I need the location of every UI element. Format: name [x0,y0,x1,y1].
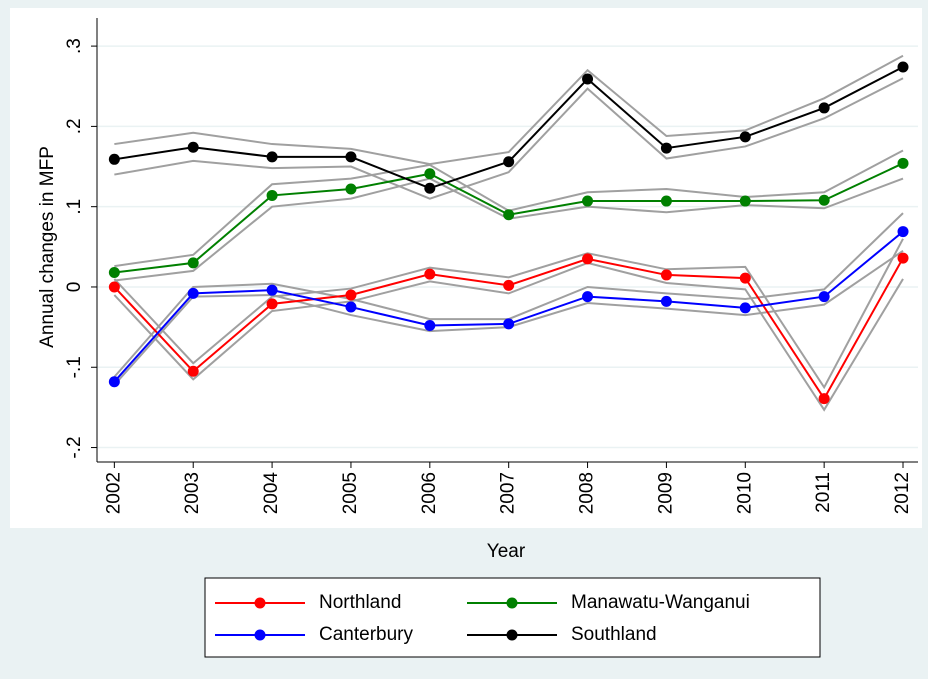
marker [503,318,515,330]
x-tick-label: 2004 [261,472,282,515]
y-tick-label: -.1 [64,356,85,378]
y-tick-label: -.2 [64,436,85,458]
band-upper [113,238,904,390]
marker [660,195,672,207]
marker [582,73,594,85]
marker [739,302,751,314]
marker [424,168,436,180]
marker [503,279,515,291]
x-tick-label: 2002 [103,472,124,514]
marker [345,183,357,195]
marker [345,289,357,301]
y-tick-label: .3 [64,38,85,54]
legend-box [204,577,821,658]
marker [818,102,830,114]
marker [187,257,199,269]
marker [108,376,120,388]
marker [897,252,909,264]
marker [108,267,120,279]
marker [345,151,357,163]
x-tick-label: 2005 [340,472,361,514]
legend-marker [506,629,518,641]
band-upper [114,54,904,166]
marker [739,131,751,143]
marker [187,287,199,299]
x-tick-label: 2010 [734,472,755,514]
x-tick-label: 2008 [577,472,598,514]
marker [424,182,436,194]
marker [660,142,672,154]
marker [660,295,672,307]
marker [503,209,515,221]
band-lower [114,77,904,200]
x-tick-label: 2007 [498,472,519,514]
marker [897,226,909,238]
marker [108,281,120,293]
marker [660,269,672,281]
legend-marker [506,597,518,609]
marker [187,141,199,153]
x-axis-title: Year [487,541,526,562]
marker [897,61,909,73]
marker [345,301,357,313]
marker [266,151,278,163]
marker [582,291,594,303]
marker [739,195,751,207]
marker [739,272,751,284]
marker [818,291,830,303]
legend-label: Manawatu-Wanganui [571,592,750,613]
marker [897,157,909,169]
y-tick-label: .1 [64,199,85,215]
x-tick-label: 2003 [182,472,203,514]
marker [582,195,594,207]
band-lower [113,261,904,412]
x-tick-label: 2012 [892,472,913,514]
x-tick-label: 2006 [419,472,440,514]
x-tick-label: 2009 [655,472,676,514]
legend-marker [254,629,266,641]
plot-region [10,8,922,528]
x-tick-label: 2011 [813,472,834,513]
y-axis-title: Annual changes in MFP [37,146,58,348]
marker [582,253,594,265]
marker [503,156,515,168]
marker [108,153,120,165]
marker [818,393,830,405]
marker [424,320,436,332]
y-tick-label: .2 [64,118,85,134]
marker [266,298,278,310]
marker [424,268,436,280]
marker [266,189,278,201]
marker [187,365,199,377]
legend-label: Southland [571,624,657,645]
y-tick-label: 0 [64,282,85,293]
marker [266,284,278,296]
marker [818,194,830,206]
legend-label: Northland [319,592,401,613]
legend-marker [254,597,266,609]
legend-label: Canterbury [319,624,413,645]
